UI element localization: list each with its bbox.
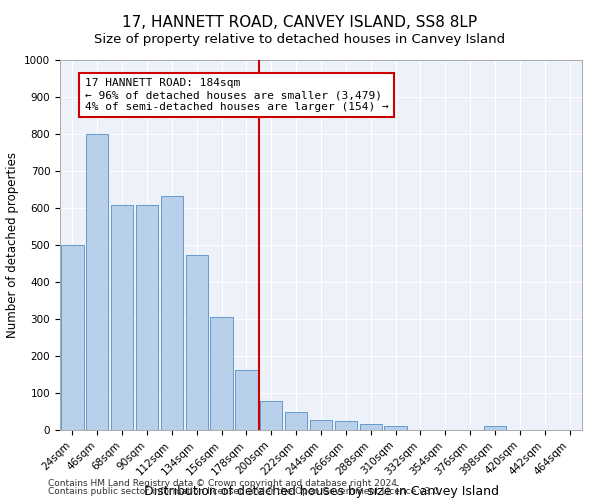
Bar [310, 420, 332, 430]
Bar [211, 317, 233, 430]
Bar [161, 196, 183, 430]
Bar [185, 256, 208, 430]
Bar [136, 205, 158, 430]
Bar [260, 401, 283, 430]
Bar [285, 412, 307, 430]
Text: Size of property relative to detached houses in Canvey Island: Size of property relative to detached ho… [94, 32, 506, 46]
Bar [484, 426, 506, 430]
Text: 17, HANNETT ROAD, CANVEY ISLAND, SS8 8LP: 17, HANNETT ROAD, CANVEY ISLAND, SS8 8LP [122, 15, 478, 30]
Bar [61, 245, 83, 430]
Text: 17 HANNETT ROAD: 184sqm
← 96% of detached houses are smaller (3,479)
4% of semi-: 17 HANNETT ROAD: 184sqm ← 96% of detache… [85, 78, 389, 112]
Text: Contains HM Land Registry data © Crown copyright and database right 2024.: Contains HM Land Registry data © Crown c… [48, 478, 400, 488]
Bar [86, 134, 109, 430]
X-axis label: Distribution of detached houses by size in Canvey Island: Distribution of detached houses by size … [143, 485, 499, 498]
Bar [385, 426, 407, 430]
Bar [111, 205, 133, 430]
Bar [359, 424, 382, 430]
Y-axis label: Number of detached properties: Number of detached properties [5, 152, 19, 338]
Bar [235, 370, 257, 430]
Bar [335, 421, 357, 430]
Text: Contains public sector information licensed under the Open Government Licence v3: Contains public sector information licen… [48, 487, 442, 496]
